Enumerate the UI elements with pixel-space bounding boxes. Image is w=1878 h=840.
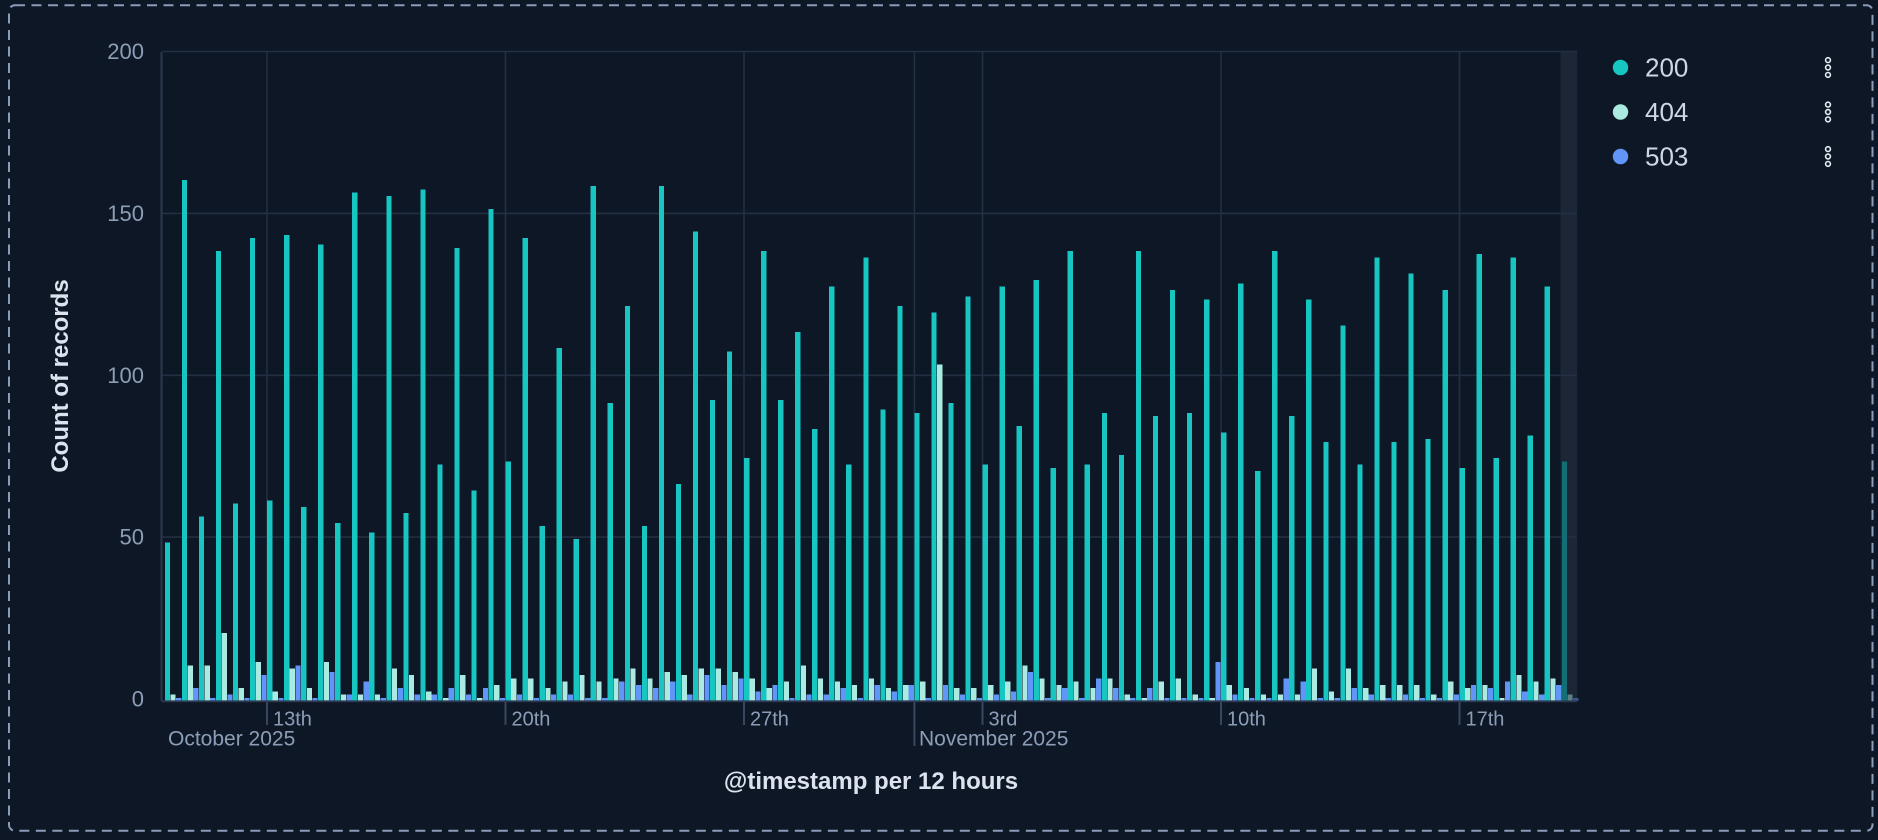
svg-text:20th: 20th [512,709,551,731]
svg-text:October 2025: October 2025 [168,728,295,751]
svg-text:@timestamp per 12 hours: @timestamp per 12 hours [724,768,1018,795]
svg-text:13th: 13th [273,709,312,731]
svg-text:November 2025: November 2025 [919,728,1068,751]
svg-text:150: 150 [107,201,144,226]
svg-text:3rd: 3rd [989,709,1018,731]
svg-text:404: 404 [1645,97,1688,127]
svg-text:0: 0 [132,687,144,712]
svg-text:503: 503 [1645,142,1688,172]
svg-text:200: 200 [107,39,144,64]
svg-text:10th: 10th [1227,709,1266,731]
svg-text:27th: 27th [750,709,789,731]
svg-text:Count of records: Count of records [47,279,74,472]
svg-text:50: 50 [120,525,144,550]
svg-text:200: 200 [1645,53,1688,83]
svg-text:17th: 17th [1466,709,1505,731]
svg-text:100: 100 [107,363,144,388]
